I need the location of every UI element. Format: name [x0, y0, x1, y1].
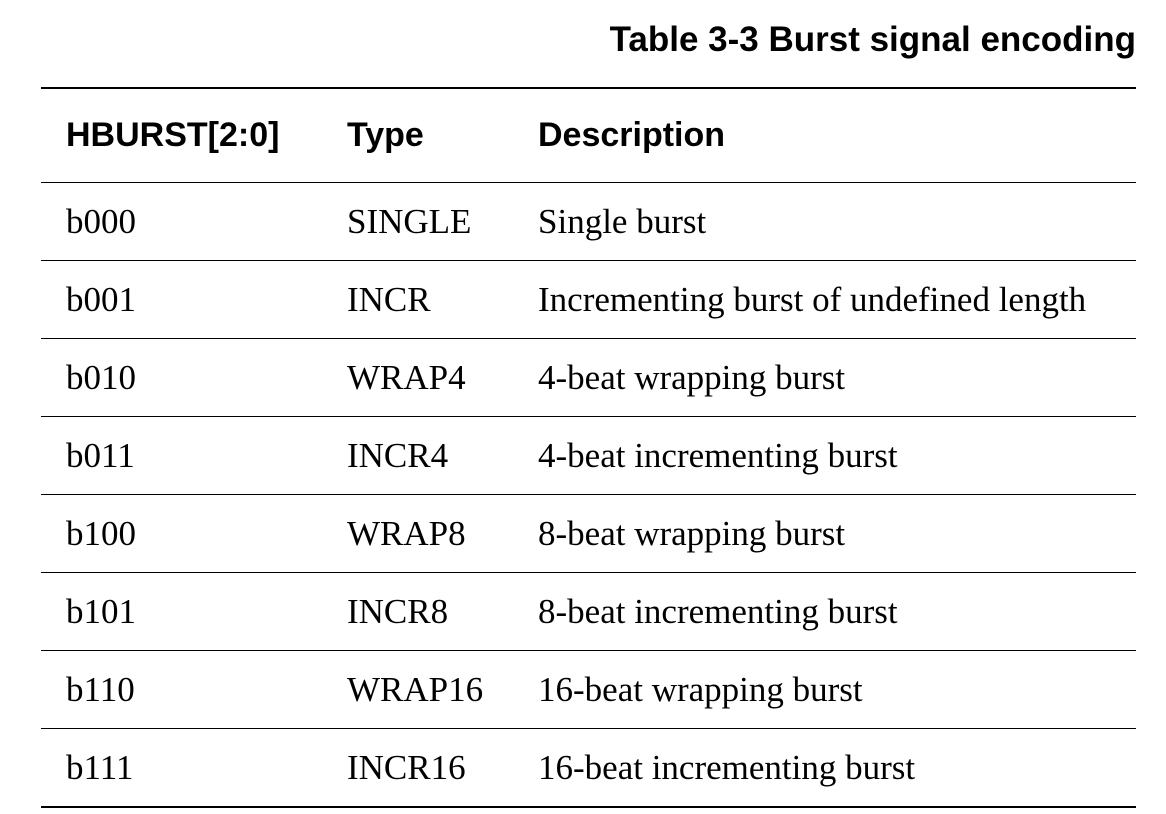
type-cell: WRAP4	[347, 357, 466, 397]
hburst-cell: b000	[66, 201, 136, 241]
type-cell: WRAP16	[347, 669, 484, 709]
description-cell: Single burst	[538, 201, 707, 241]
table-header-row: HBURST[2:0] Type Description	[41, 89, 1136, 183]
header-hburst: HBURST[2:0]	[66, 116, 280, 154]
description-cell: 8-beat wrapping burst	[538, 513, 846, 553]
hburst-cell: b101	[66, 591, 136, 631]
description-cell: 4-beat wrapping burst	[538, 357, 846, 397]
table-row: b001 INCR Incrementing burst of undefine…	[41, 260, 1136, 338]
hburst-cell: b100	[66, 513, 136, 553]
description-cell: Incrementing burst of undefined length	[538, 279, 1087, 319]
type-cell: INCR4	[347, 435, 449, 475]
hburst-cell: b111	[66, 747, 134, 787]
table-caption: Table 3-3 Burst signal encoding	[609, 20, 1136, 59]
description-cell: 16-beat wrapping burst	[538, 669, 863, 709]
type-cell: INCR	[347, 279, 431, 319]
hburst-cell: b010	[66, 357, 136, 397]
table-row: b000 SINGLE Single burst	[41, 183, 1136, 260]
type-cell: WRAP8	[347, 513, 466, 553]
table-row: b110 WRAP16 16-beat wrapping burst	[41, 650, 1136, 728]
table-row: b111 INCR16 16-beat incrementing burst	[41, 728, 1136, 806]
table-row: b100 WRAP8 8-beat wrapping burst	[41, 494, 1136, 572]
hburst-cell: b011	[66, 435, 135, 475]
hburst-cell: b110	[66, 669, 135, 709]
description-cell: 4-beat incrementing burst	[538, 435, 898, 475]
description-cell: 8-beat incrementing burst	[538, 591, 898, 631]
hburst-cell: b001	[66, 279, 136, 319]
header-type: Type	[347, 116, 424, 154]
description-cell: 16-beat incrementing burst	[538, 747, 916, 787]
type-cell: SINGLE	[347, 201, 472, 241]
table-row: b011 INCR4 4-beat incrementing burst	[41, 416, 1136, 494]
header-description: Description	[538, 116, 726, 154]
table-row: b010 WRAP4 4-beat wrapping burst	[41, 338, 1136, 416]
type-cell: INCR8	[347, 591, 449, 631]
table-row: b101 INCR8 8-beat incrementing burst	[41, 572, 1136, 650]
type-cell: INCR16	[347, 747, 466, 787]
burst-encoding-table: HBURST[2:0] Type Description b000 SINGLE…	[41, 87, 1136, 808]
